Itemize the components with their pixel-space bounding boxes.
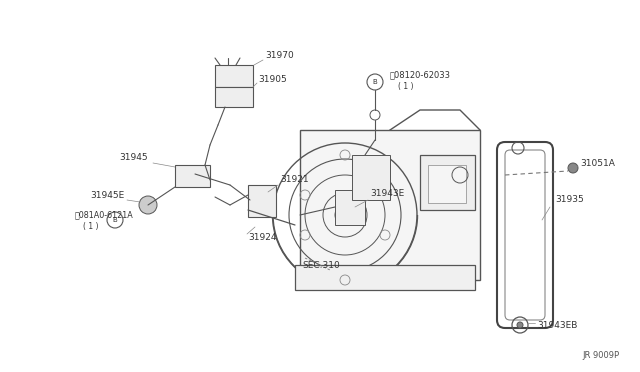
Bar	[352, 155, 390, 200]
Bar	[215, 87, 253, 107]
Text: SEC.310: SEC.310	[302, 260, 340, 269]
Bar	[335, 190, 365, 225]
Text: 31921: 31921	[280, 176, 308, 185]
Text: ( 1 ): ( 1 )	[398, 83, 413, 92]
Bar	[300, 130, 480, 280]
Bar	[215, 65, 253, 87]
Bar	[248, 185, 276, 217]
Text: 31945: 31945	[120, 154, 148, 163]
Bar	[175, 165, 210, 187]
Circle shape	[139, 196, 157, 214]
Bar	[420, 155, 475, 210]
Bar	[295, 265, 475, 290]
Text: JR 9009P: JR 9009P	[583, 352, 620, 360]
Circle shape	[568, 163, 578, 173]
Text: 31970: 31970	[265, 51, 294, 60]
Circle shape	[517, 322, 523, 328]
Text: B: B	[113, 217, 117, 223]
Text: 31945E: 31945E	[91, 192, 125, 201]
Bar	[428, 165, 466, 203]
Text: Ⓑ081A0-6121A: Ⓑ081A0-6121A	[75, 211, 134, 219]
Text: 31935: 31935	[555, 196, 584, 205]
Text: 31051A: 31051A	[580, 158, 615, 167]
Text: 31943EB: 31943EB	[537, 321, 577, 330]
Circle shape	[341, 211, 349, 219]
Text: Ⓑ08120-62033: Ⓑ08120-62033	[390, 71, 451, 80]
Text: ( 1 ): ( 1 )	[83, 222, 99, 231]
Text: B: B	[372, 79, 378, 85]
Text: 31905: 31905	[258, 76, 287, 84]
Text: 31924: 31924	[248, 234, 276, 243]
Text: 31943E: 31943E	[370, 189, 404, 198]
